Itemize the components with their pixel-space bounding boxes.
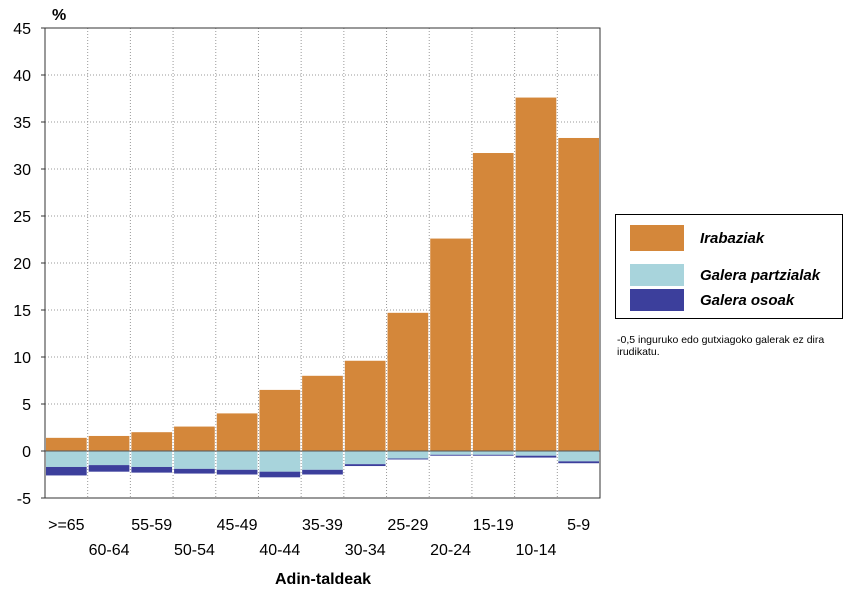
bar-galera-osoak xyxy=(174,468,215,474)
bar-galera-partzialak xyxy=(472,451,514,455)
bar-galera-partzialak xyxy=(88,451,130,466)
legend-item-galera-partzialak: Galera partzialak xyxy=(630,264,820,286)
x-axis-title: Adin-taldeak xyxy=(275,571,371,588)
bar-galera-partzialak xyxy=(344,451,386,465)
bar-galera-osoak xyxy=(131,466,173,473)
y-tick-label: 20 xyxy=(13,256,31,273)
bar-galera-partzialak xyxy=(131,451,173,467)
bar-galera-osoak xyxy=(472,454,514,456)
x-tick-label: 10-14 xyxy=(516,542,557,559)
bar-irabaziak xyxy=(174,426,215,451)
legend-label-irabaziak: Irabaziak xyxy=(700,229,765,247)
bar-irabaziak xyxy=(472,153,514,451)
x-axis: >=6560-6455-5950-5445-4940-4435-3930-342… xyxy=(48,517,590,559)
y-tick-label: 5 xyxy=(22,397,31,414)
footnote: -0,5 inguruko edo gutxiagoko galerak ez … xyxy=(617,334,825,358)
y-tick-label: 25 xyxy=(13,209,31,226)
bar-galera-osoak xyxy=(387,458,429,460)
bar-irabaziak xyxy=(46,437,87,451)
x-tick-label: 15-19 xyxy=(473,517,514,534)
legend-item-galera-osoak: Galera osoak xyxy=(630,289,794,311)
bar-galera-partzialak xyxy=(46,451,87,467)
bar-galera-osoak xyxy=(216,469,258,475)
bar-galera-partzialak xyxy=(387,451,429,459)
bar-galera-osoak xyxy=(515,455,557,458)
bars xyxy=(45,97,600,478)
bar-galera-osoak xyxy=(46,466,87,476)
bar-galera-partzialak xyxy=(515,451,557,456)
x-tick-label: 55-59 xyxy=(131,517,172,534)
bar-irabaziak xyxy=(216,413,258,451)
legend: Irabaziak Galera partzialak Galera osoak xyxy=(615,214,843,319)
bar-galera-partzialak xyxy=(259,451,301,472)
legend-item-irabaziak: Irabaziak xyxy=(630,225,764,251)
y-tick-label: -5 xyxy=(17,491,31,508)
x-tick-label: 5-9 xyxy=(567,517,590,534)
x-tick-label: 35-39 xyxy=(302,517,343,534)
bar-irabaziak xyxy=(515,97,557,451)
bar-irabaziak xyxy=(344,360,386,451)
bar-irabaziak xyxy=(88,435,130,451)
y-tick-label: 10 xyxy=(13,350,31,367)
bar-irabaziak xyxy=(259,389,301,451)
bar-galera-partzialak xyxy=(302,451,343,470)
x-tick-label: 40-44 xyxy=(259,542,300,559)
bar-galera-osoak xyxy=(558,461,599,464)
bar-irabaziak xyxy=(302,375,343,451)
legend-swatch-irabaziak xyxy=(630,225,684,251)
bar-galera-partzialak xyxy=(216,451,258,470)
bar-galera-osoak xyxy=(259,471,301,478)
x-tick-label: 30-34 xyxy=(345,542,386,559)
bar-galera-partzialak xyxy=(430,451,471,455)
y-tick-label: 30 xyxy=(13,162,31,179)
y-tick-label: 35 xyxy=(13,115,31,132)
y-axis-unit: % xyxy=(52,7,66,24)
bar-irabaziak xyxy=(430,238,471,451)
x-tick-label: 45-49 xyxy=(217,517,258,534)
y-tick-label: 15 xyxy=(13,303,31,320)
legend-swatch-galera-partzialak xyxy=(630,264,684,286)
legend-label-galera-osoak: Galera osoak xyxy=(700,291,795,309)
y-tick-label: 45 xyxy=(13,21,31,38)
bar-galera-osoak xyxy=(344,464,386,467)
x-tick-label: 25-29 xyxy=(387,517,428,534)
x-tick-label: 60-64 xyxy=(89,542,130,559)
x-tick-label: >=65 xyxy=(48,517,85,534)
legend-label-galera-partzialak: Galera partzialak xyxy=(700,266,821,284)
bar-irabaziak xyxy=(387,312,429,451)
bar-galera-partzialak xyxy=(174,451,215,469)
legend-swatch-galera-osoak xyxy=(630,289,684,311)
bar-galera-osoak xyxy=(88,465,130,472)
bar-galera-osoak xyxy=(302,469,343,475)
y-tick-label: 40 xyxy=(13,68,31,85)
bar-irabaziak xyxy=(131,432,173,451)
bar-galera-partzialak xyxy=(558,451,599,462)
x-tick-label: 20-24 xyxy=(430,542,471,559)
x-tick-label: 50-54 xyxy=(174,542,215,559)
y-axis: 45 40 35 30 25 20 15 10 5 0 -5 xyxy=(13,21,45,508)
bar-galera-osoak xyxy=(430,454,471,456)
y-tick-label: 0 xyxy=(22,444,31,461)
bar-irabaziak xyxy=(558,137,599,452)
